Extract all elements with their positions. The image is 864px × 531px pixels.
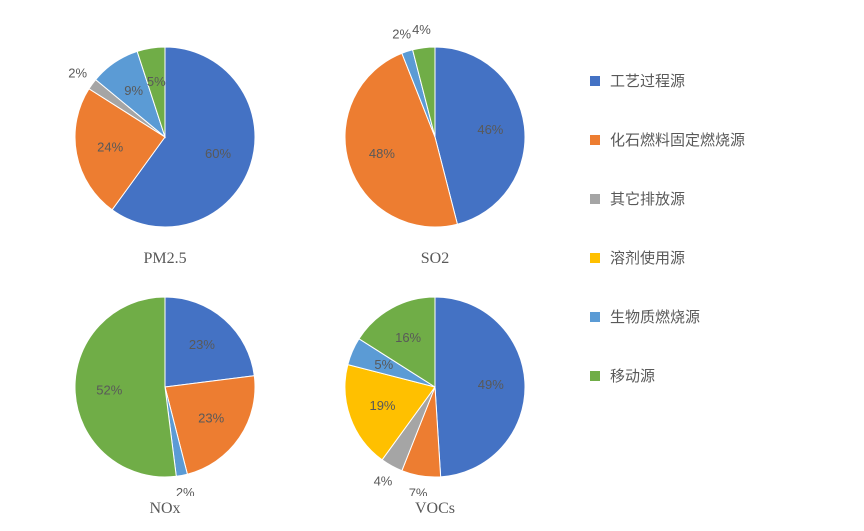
pie-svg-vocs: 49% 7% 4% 19% 5%16% — [300, 270, 570, 496]
legend-item-biomass: 生物质燃烧源 — [590, 306, 840, 327]
data-label: 52% — [96, 383, 122, 398]
data-label: 24% — [97, 139, 123, 154]
chart-title: VOCs — [300, 500, 570, 518]
chart-title: NOx — [30, 500, 300, 518]
pie-slice-mobile — [75, 297, 176, 477]
legend-item-solvent: 溶剂使用源 — [590, 247, 840, 268]
data-label: 5% — [374, 357, 393, 372]
data-label: 5% — [147, 74, 166, 89]
data-label: 2% — [392, 26, 411, 41]
data-label: 2% — [176, 485, 195, 496]
legend-swatch-fossil — [590, 135, 600, 145]
data-label: 23% — [198, 410, 224, 425]
legend-label: 移动源 — [610, 365, 655, 386]
pie-chart-vocs: 49% 7% 4% 19% 5%16% VOCs — [300, 270, 570, 520]
pie-svg-pm25: 60% 24% 2% 9% 5% — [30, 20, 300, 246]
legend-swatch-mobile — [590, 371, 600, 381]
figure-root: 60%24%2%9%5%PM2.546%48%2%4%SO223%23%2%52… — [0, 0, 864, 531]
data-label: 7% — [409, 486, 428, 496]
chart-title: PM2.5 — [30, 250, 300, 268]
legend-swatch-biomass — [590, 312, 600, 322]
legend-label: 其它排放源 — [610, 188, 685, 209]
legend-item-other: 其它排放源 — [590, 188, 840, 209]
legend-item-mobile: 移动源 — [590, 365, 840, 386]
legend-item-process: 工艺过程源 — [590, 70, 840, 91]
data-label: 49% — [478, 377, 504, 392]
legend-label: 工艺过程源 — [610, 70, 685, 91]
data-label: 16% — [395, 330, 421, 345]
data-label: 23% — [189, 337, 215, 352]
pie-chart-nox: 23% 23% 2% 52% NOx — [30, 270, 300, 520]
charts-grid: 60%24%2%9%5%PM2.546%48%2%4%SO223%23%2%52… — [30, 20, 570, 520]
legend-swatch-process — [590, 76, 600, 86]
legend-label: 溶剂使用源 — [610, 247, 685, 268]
legend-label: 化石燃料固定燃烧源 — [610, 129, 745, 150]
pie-chart-so2: 46% 48% 2%4% SO2 — [300, 20, 570, 270]
data-label: 4% — [412, 22, 431, 37]
data-label: 46% — [477, 122, 503, 137]
chart-title: SO2 — [300, 250, 570, 268]
pie-chart-pm25: 60% 24% 2% 9% 5% PM2.5 — [30, 20, 300, 270]
legend-item-fossil: 化石燃料固定燃烧源 — [590, 129, 840, 150]
data-label: 4% — [374, 474, 393, 489]
legend-swatch-solvent — [590, 253, 600, 263]
legend: 工艺过程源化石燃料固定燃烧源其它排放源溶剂使用源生物质燃烧源移动源 — [590, 70, 840, 424]
legend-swatch-other — [590, 194, 600, 204]
pie-svg-nox: 23% 23% 2% 52% — [30, 270, 300, 496]
legend-label: 生物质燃烧源 — [610, 306, 700, 327]
data-label: 48% — [369, 146, 395, 161]
pie-svg-so2: 46% 48% 2%4% — [300, 20, 570, 246]
data-label: 60% — [205, 146, 231, 161]
data-label: 9% — [124, 83, 143, 98]
data-label: 2% — [68, 66, 87, 81]
data-label: 19% — [369, 398, 395, 413]
